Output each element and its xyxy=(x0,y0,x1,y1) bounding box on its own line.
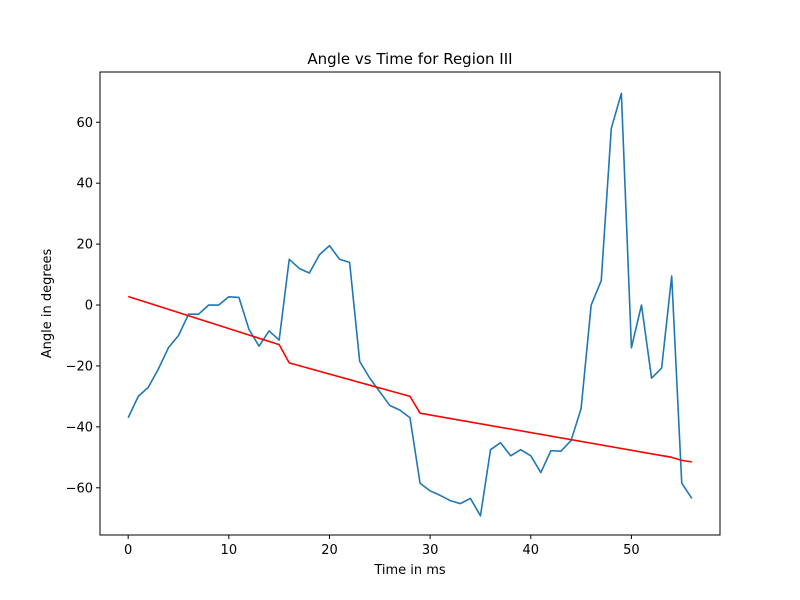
x-tick-label: 20 xyxy=(321,543,338,558)
y-tick-label: 60 xyxy=(76,116,93,131)
chart-title: Angle vs Time for Region III xyxy=(307,50,512,68)
y-axis-label: Angle in degrees xyxy=(40,249,55,359)
x-axis-label: Time in ms xyxy=(373,563,446,578)
y-tick-label: 20 xyxy=(76,238,93,253)
x-tick-label: 30 xyxy=(422,543,439,558)
y-tick-label: 40 xyxy=(76,177,93,192)
y-tick-label: −60 xyxy=(66,481,93,496)
series-line-2 xyxy=(127,295,692,463)
y-tick-label: 0 xyxy=(85,299,93,314)
y-axis: −60 −40 −20 0 20 40 60 xyxy=(66,116,100,496)
y-tick-label: −40 xyxy=(66,420,93,435)
series-line-1 xyxy=(127,92,693,517)
x-tick-label: 0 xyxy=(124,543,132,558)
axes-frame xyxy=(99,71,721,536)
x-tick-label: 50 xyxy=(623,543,640,558)
x-tick-label: 40 xyxy=(523,543,540,558)
x-axis: 0 10 20 30 40 50 xyxy=(124,535,640,558)
y-tick-label: −20 xyxy=(66,359,93,374)
x-tick-label: 10 xyxy=(221,543,238,558)
plot-area xyxy=(127,92,693,517)
